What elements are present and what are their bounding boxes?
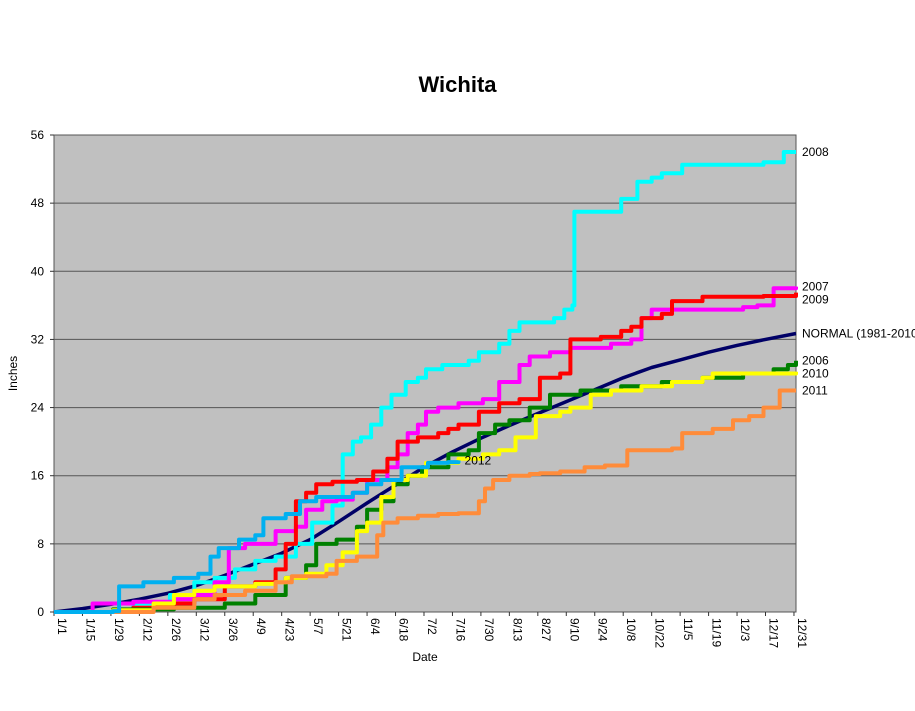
x-tick-label: 11/19: [710, 618, 724, 647]
x-tick-label: 2/12: [140, 618, 154, 642]
series-line-2008: [54, 150, 796, 614]
x-tick-label: 12/17: [767, 618, 781, 648]
series-label-normal-1981-2010-: NORMAL (1981-2010): [802, 326, 915, 340]
x-tick-label: 10/8: [624, 618, 638, 642]
y-axis-title: Inches: [6, 356, 20, 391]
chart-title: Wichita: [418, 72, 497, 97]
x-tick-label: 6/4: [368, 618, 382, 635]
y-tick-label: 32: [31, 332, 45, 346]
y-tick-label: 56: [31, 128, 45, 142]
series-line-2011: [54, 388, 796, 614]
x-tick-label: 5/21: [340, 618, 354, 642]
x-tick-label: 4/23: [283, 618, 297, 642]
y-tick-label: 8: [37, 537, 44, 551]
series-label-2009: 2009: [802, 293, 829, 307]
series-label-2011: 2011: [802, 384, 828, 398]
x-tick-label: 5/7: [311, 618, 325, 635]
x-tick-label: 3/26: [226, 618, 240, 642]
x-tick-label: 12/3: [738, 618, 752, 642]
series-lines: [53, 150, 798, 614]
x-tick-label: 12/31: [795, 618, 809, 648]
y-tick-label: 48: [31, 196, 45, 210]
x-tick-label: 8/27: [539, 618, 553, 642]
x-tick-label: 9/24: [596, 618, 610, 642]
x-tick-label: 9/10: [567, 618, 581, 642]
x-tick-label: 1/1: [55, 618, 69, 635]
x-tick-label: 3/12: [197, 618, 211, 642]
x-axis-ticks: 1/1 1/15 1/29 2/12 2/26 3/12 3/26 4/9 4/23 5/7 5/2…: [53, 612, 809, 648]
series-label-2007: 2007: [802, 280, 829, 294]
x-tick-label: 4/9: [254, 618, 268, 635]
y-axis-ticks: 0 8 16 24 32 40 48 56: [31, 128, 54, 619]
y-tick-label: 0: [37, 605, 44, 619]
series-line-2010: [54, 371, 798, 614]
x-tick-label: 2/26: [169, 618, 183, 642]
x-tick-label: 8/13: [510, 618, 524, 642]
series-label-2012: 2012: [465, 453, 492, 467]
y-tick-label: 16: [31, 469, 45, 483]
series-label-2008: 2008: [802, 145, 829, 159]
series-label-2010: 2010: [802, 367, 829, 381]
series-line-2007: [54, 286, 798, 614]
series-label-2006: 2006: [802, 354, 829, 368]
x-tick-label: 10/22: [653, 618, 667, 648]
x-tick-label: 11/5: [681, 618, 695, 641]
x-tick-label: 7/16: [453, 618, 467, 642]
x-tick-label: 7/30: [482, 618, 496, 642]
y-tick-label: 40: [31, 264, 45, 278]
series-line-2012: [54, 460, 461, 614]
x-tick-label: 7/2: [425, 618, 439, 635]
x-tick-label: 1/29: [112, 618, 126, 642]
x-tick-label: 1/15: [83, 618, 97, 642]
y-tick-label: 24: [31, 401, 45, 415]
x-tick-label: 6/18: [397, 618, 411, 642]
x-axis-title: Date: [412, 650, 438, 664]
